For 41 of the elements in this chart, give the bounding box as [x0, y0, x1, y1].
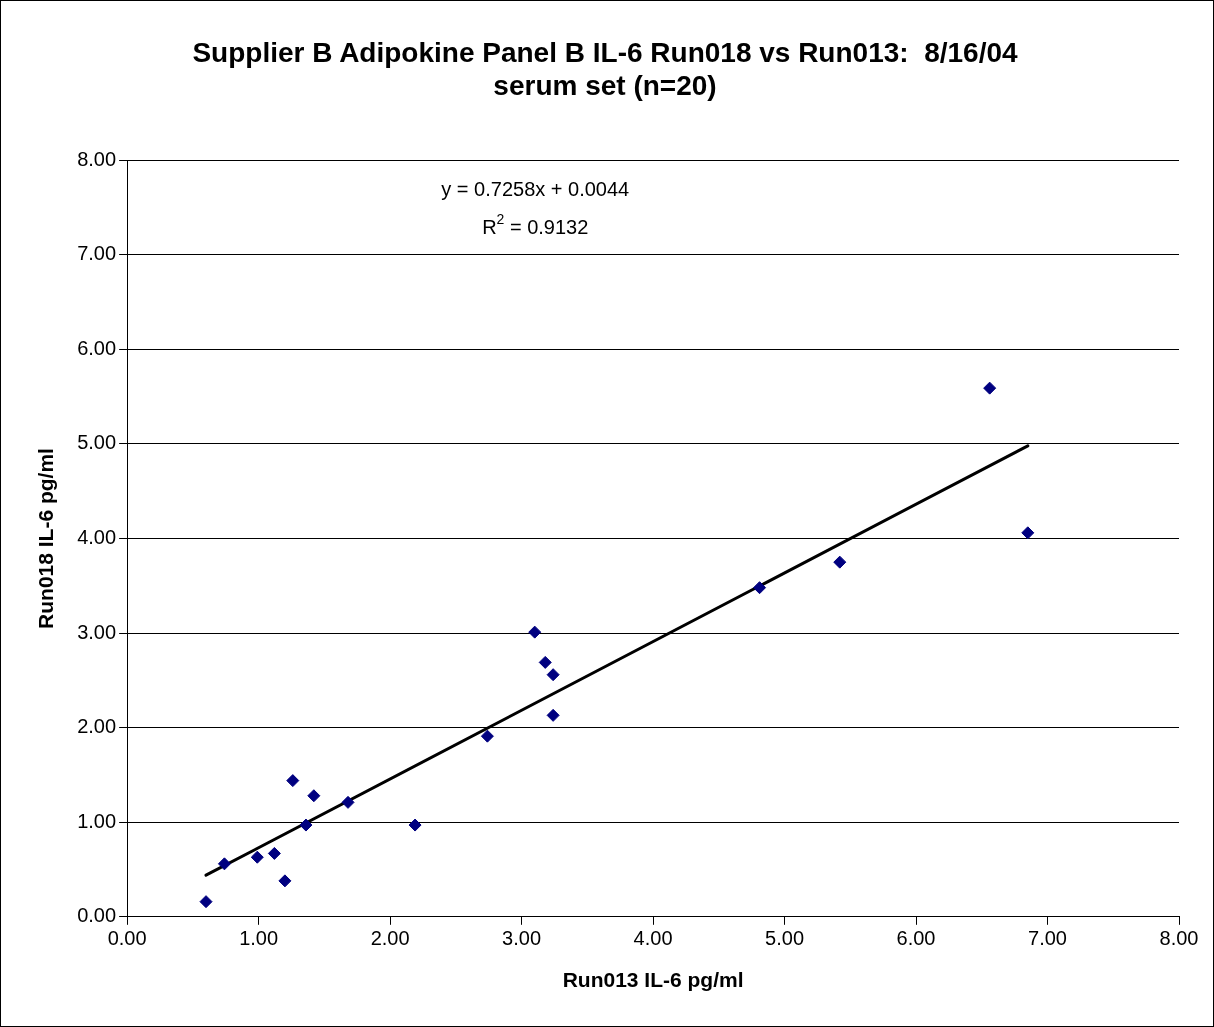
point [199, 895, 213, 909]
point [528, 625, 542, 639]
point [286, 774, 300, 788]
x-axis-title: Run013 IL-6 pg/ml [562, 968, 744, 992]
y-tick-label: 4.00 [77, 526, 117, 549]
x-tick-label: 6.00 [896, 927, 936, 950]
point [299, 818, 313, 832]
point [341, 795, 355, 809]
point [1021, 526, 1035, 540]
point [278, 874, 292, 888]
x-tick-label: 5.00 [765, 927, 805, 950]
y-axis-title: Run018 IL-6 pg/ml [34, 448, 58, 629]
point [307, 789, 321, 803]
y-tick-label: 5.00 [77, 431, 117, 454]
point [408, 818, 422, 832]
point [217, 857, 231, 871]
x-tick-label: 4.00 [633, 927, 673, 950]
point [753, 581, 767, 595]
y-tick-label: 1.00 [77, 809, 117, 832]
y-tick-label: 3.00 [77, 620, 117, 643]
point [546, 668, 560, 682]
point [546, 708, 560, 722]
y-tick-label: 7.00 [77, 242, 117, 265]
point [983, 381, 997, 395]
point [250, 850, 264, 864]
y-tick-label: 2.00 [77, 715, 117, 738]
x-tick-label: 7.00 [1028, 927, 1067, 950]
y-tick-label: 8.00 [77, 147, 117, 170]
y-tick-label: 6.00 [77, 336, 117, 359]
point [538, 655, 552, 669]
y-tick-label: 0.00 [77, 904, 117, 927]
x-tick-label: 3.00 [502, 927, 542, 950]
x-tick-label: 1.00 [239, 927, 279, 950]
chart-title: Supplier B Adipokine Panel B IL-6 Run018 vs Run013: 8/16/04 serum set (n=20) [192, 36, 1019, 102]
point [480, 729, 494, 743]
x-tick-label: 2.00 [370, 927, 410, 950]
x-tick-label: 0.00 [107, 927, 147, 950]
x-tick-label: 8.00 [1159, 927, 1199, 950]
point [267, 846, 281, 860]
annotation: y = 0.7258x + 0.0044 [441, 177, 630, 200]
point [833, 555, 847, 569]
